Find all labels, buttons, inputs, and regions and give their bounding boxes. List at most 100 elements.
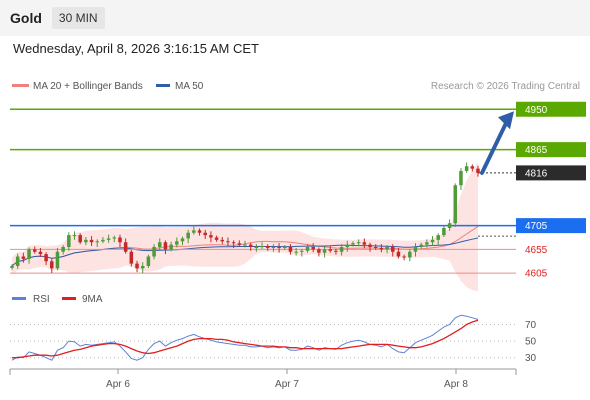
candle-body (135, 263, 139, 269)
rsi-legend-swatch (12, 297, 26, 300)
level-4865-label: 4865 (525, 145, 548, 156)
candle-body (334, 250, 338, 252)
candle-body (351, 243, 355, 245)
header-bar: Gold 30 MIN (0, 0, 590, 36)
candle-body (248, 244, 253, 247)
candle-body (464, 166, 469, 171)
candle-body (214, 237, 219, 240)
timeframe-badge[interactable]: 30 MIN (51, 7, 105, 29)
candle-body (419, 244, 423, 247)
candle-body (430, 239, 435, 243)
candle-body (356, 242, 361, 244)
candle-body (21, 256, 26, 259)
candle-body (95, 241, 100, 243)
candle-body (368, 244, 372, 247)
symbol-title: Gold (10, 10, 42, 26)
candle-body (175, 241, 179, 245)
ma20-legend-label: MA 20 + Bollinger Bands (33, 81, 143, 92)
candle-body (32, 249, 37, 252)
candle-body (38, 251, 43, 255)
candle-body (283, 247, 287, 248)
candle-body (231, 242, 236, 244)
candle-body (89, 239, 94, 243)
candle-body (15, 256, 20, 266)
candle-body (373, 247, 378, 248)
candle-body (180, 238, 185, 242)
time-axis-ticks: Apr 6 Apr 7 Apr 8 (106, 369, 468, 390)
level-4705-label: 4705 (525, 221, 548, 232)
candle-body (476, 168, 480, 173)
candle-body (322, 249, 327, 253)
candle-body (61, 247, 65, 252)
candle-body (294, 251, 298, 253)
candle-body (470, 166, 475, 169)
candle-body (265, 246, 270, 248)
candle-body (146, 256, 151, 266)
candle-body (129, 251, 134, 264)
candle-body (453, 185, 458, 224)
candle-body (140, 266, 145, 269)
candle-body (317, 249, 321, 253)
candle-body (226, 241, 230, 243)
candles-layer (10, 162, 480, 274)
candle-body (192, 230, 196, 233)
credit-label: Research © 2026 Trading Central (431, 81, 580, 92)
candle-body (55, 251, 60, 269)
projection-arrow-shaft (480, 121, 508, 175)
chart-panel (0, 36, 590, 400)
level-4816-label: 4816 (525, 168, 548, 179)
x-tick-label: Apr 8 (444, 379, 468, 390)
candle-body (362, 242, 367, 245)
candle-body (288, 247, 293, 252)
candle-body (300, 250, 304, 252)
candle-body (402, 256, 406, 258)
candle-body (408, 251, 412, 258)
rsi-level-50-label: 50 (525, 337, 537, 348)
rsi-layer: 70 50 30 (10, 314, 537, 364)
rsi-ma-legend-swatch (62, 297, 76, 300)
candle-body (112, 237, 117, 239)
ma50-legend-label: MA 50 (175, 81, 204, 92)
candle-body (271, 247, 276, 248)
x-tick-label: Apr 7 (275, 379, 299, 390)
candle-body (101, 239, 105, 242)
ma20-legend-swatch (12, 84, 29, 87)
candle-body (123, 242, 128, 252)
candle-body (44, 254, 48, 262)
candle-body (169, 244, 173, 250)
candle-body (436, 235, 440, 240)
candle-body (390, 247, 395, 252)
level-4605-label: 4605 (525, 269, 548, 280)
candle-body (163, 242, 168, 250)
level-4865-box (516, 142, 586, 158)
datetime-label: Wednesday, April 8, 2026 3:16:15 AM CET (13, 41, 259, 56)
bollinger-band-layer (12, 162, 478, 292)
candle-body (157, 242, 162, 247)
candle-body (442, 228, 446, 236)
candle-body (84, 239, 88, 243)
candle-body (447, 223, 452, 228)
level-4816-box (516, 165, 586, 181)
candle-body (72, 235, 77, 237)
candle-body (311, 247, 315, 250)
candle-body (27, 249, 31, 259)
projection-arrow-head (498, 111, 514, 130)
candle-body (78, 235, 82, 243)
bollinger-band-area (12, 162, 478, 292)
projection-arrow-layer (480, 111, 514, 175)
level-4950-box (516, 101, 586, 117)
x-tick-label: Apr 6 (106, 379, 130, 390)
candle-body (277, 247, 281, 248)
candle-body (243, 244, 247, 246)
candle-body (106, 238, 111, 240)
candle-body (186, 232, 190, 239)
level-lines-layer: 4950 4865 4816 4705 4655 4605 (10, 101, 586, 280)
level-4950-label: 4950 (525, 105, 548, 116)
rsi-level-70-label: 70 (525, 320, 537, 331)
candle-body (254, 247, 259, 248)
candle-body (339, 247, 344, 252)
candle-body (385, 247, 389, 250)
candle-body (328, 249, 333, 251)
